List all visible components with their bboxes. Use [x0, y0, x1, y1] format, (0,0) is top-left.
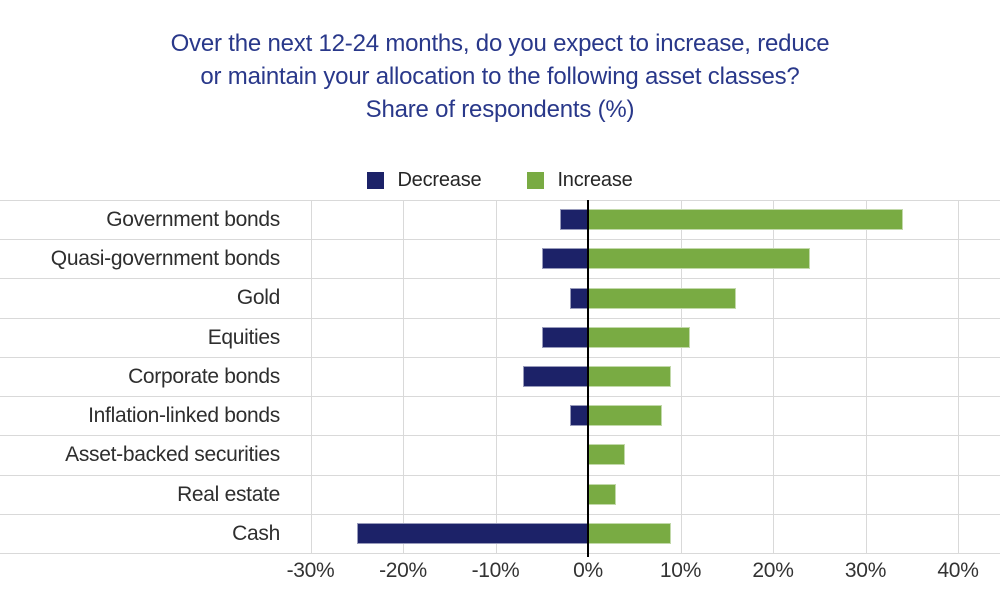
bar-increase-cash — [588, 522, 672, 544]
bar-decrease-inflation-linked-bonds — [569, 405, 588, 427]
bar-decrease-quasi-government-bonds — [541, 248, 588, 270]
x-tick-label-30: 30% — [844, 559, 887, 582]
category-label-equities: Equities — [207, 325, 281, 349]
bar-increase-inflation-linked-bonds — [588, 405, 662, 427]
gridline-h — [0, 435, 1000, 437]
gridline-v — [403, 200, 404, 553]
decrease-swatch-icon — [367, 172, 385, 189]
gridline-h — [0, 356, 1000, 358]
category-label-gold: Gold — [236, 286, 280, 310]
chart-title-line-3: Share of respondents (%) — [365, 96, 635, 123]
zero-axis-line — [587, 200, 589, 557]
gridline-v — [310, 200, 312, 553]
gridline-v — [773, 200, 774, 553]
chart-title-line-1: Over the next 12-24 months, do you expec… — [170, 30, 830, 57]
gridline-v — [495, 200, 497, 553]
bar-decrease-corporate-bonds — [523, 366, 588, 387]
category-label-asset-backed-securities: Asset-backed securities — [65, 443, 280, 467]
x-tick-label--30: -30% — [286, 559, 335, 582]
gridline-h — [0, 239, 1000, 241]
x-tick-label-40: 40% — [937, 559, 979, 582]
gridline-h — [0, 553, 1000, 554]
gridline-h — [0, 474, 1000, 476]
bar-decrease-gold — [569, 287, 588, 309]
bar-increase-asset-backed-securities — [588, 444, 625, 466]
bar-increase-real-estate — [588, 483, 616, 505]
x-tick-label-0: 0% — [573, 559, 603, 582]
bar-decrease-equities — [541, 326, 588, 348]
bar-increase-quasi-government-bonds — [588, 248, 810, 270]
increase-swatch-icon — [527, 172, 545, 189]
gridline-h — [0, 278, 1000, 280]
category-label-real-estate: Real estate — [177, 482, 280, 506]
legend: Decrease Increase — [0, 169, 1000, 192]
x-tick-label-10: 10% — [659, 559, 702, 582]
legend-item-decrease: Decrease — [367, 169, 482, 192]
bar-increase-corporate-bonds — [588, 366, 672, 387]
chart-title-line-2: or maintain your allocation to the follo… — [200, 63, 800, 90]
bar-decrease-government-bonds — [560, 209, 588, 231]
bar-decrease-cash — [356, 522, 588, 544]
gridline-h — [0, 396, 1000, 398]
category-label-inflation-linked-bonds: Inflation-linked bonds — [88, 404, 280, 428]
category-label-cash: Cash — [232, 521, 280, 545]
gridline-v — [865, 200, 867, 553]
category-label-corporate-bonds: Corporate bonds — [128, 364, 280, 388]
x-tick-label--10: -10% — [471, 559, 520, 582]
legend-label-decrease: Decrease — [397, 169, 482, 191]
category-label-quasi-government-bonds: Quasi-government bonds — [50, 247, 281, 271]
gridline-h — [0, 317, 1000, 319]
gridline-h — [0, 200, 1000, 201]
chart-title: Over the next 12-24 months, do you expec… — [0, 27, 1000, 126]
legend-item-increase: Increase — [527, 169, 633, 192]
bar-increase-equities — [588, 326, 690, 348]
x-tick-label--20: -20% — [379, 559, 427, 582]
category-label-government-bonds: Government bonds — [106, 208, 280, 231]
bar-increase-gold — [588, 287, 736, 309]
bar-increase-government-bonds — [588, 209, 903, 231]
gridline-h — [0, 513, 1000, 515]
gridline-v — [958, 200, 959, 553]
legend-label-increase: Increase — [557, 169, 633, 191]
x-tick-label-20: 20% — [752, 559, 794, 582]
gridline-v — [680, 200, 682, 553]
